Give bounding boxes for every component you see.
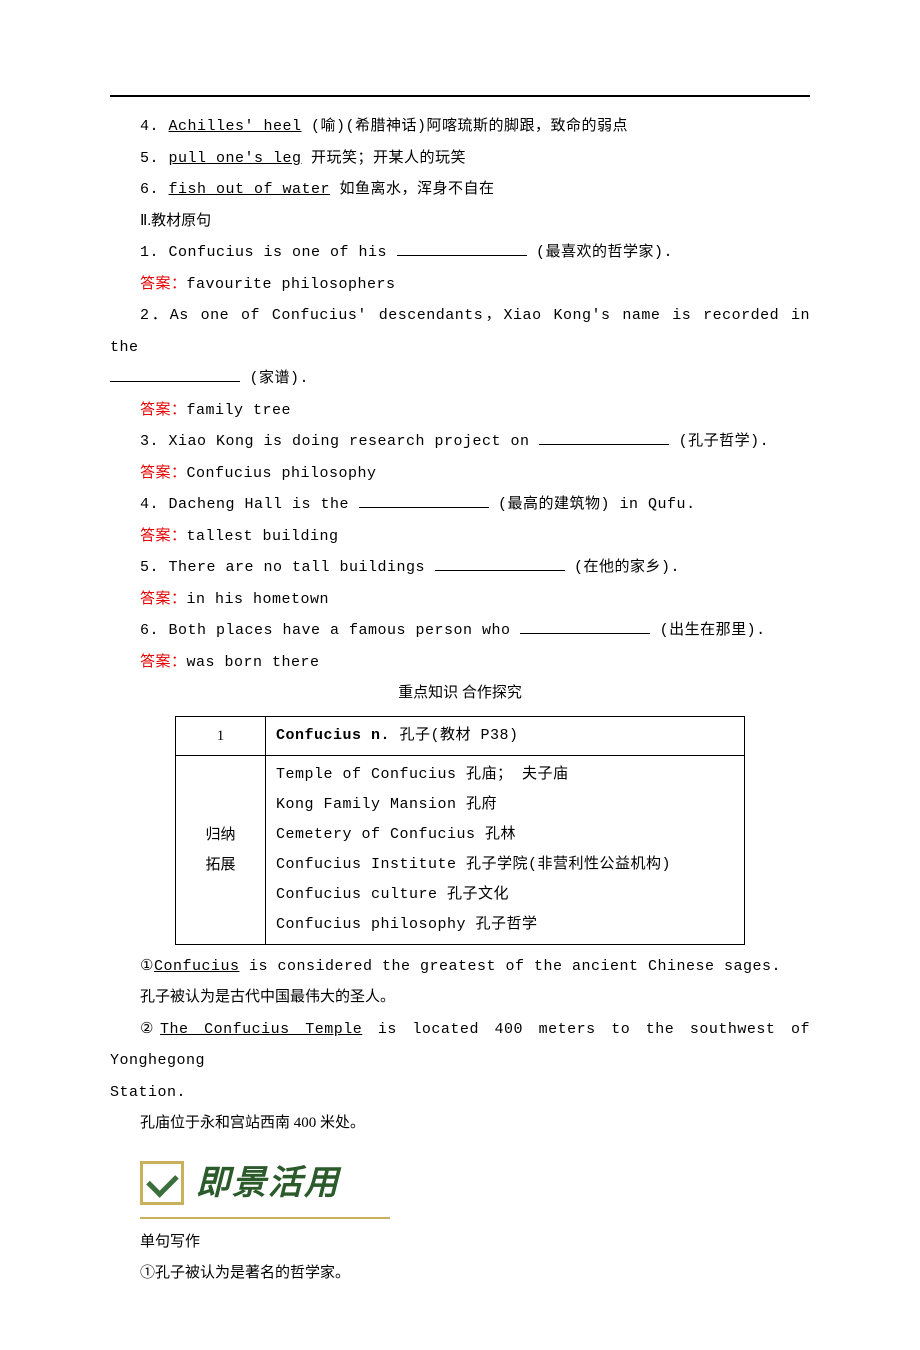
table-content: Temple of Confucius 孔庙； 夫子庙Kong Family M… — [266, 755, 745, 944]
example-underline: The Confucius Temple — [160, 1021, 362, 1038]
example-underline: Confucius — [154, 958, 240, 975]
example-zh: 孔庙位于永和宫站西南 400 米处。 — [110, 1108, 810, 1140]
example-en: ②The Confucius Temple is located 400 met… — [110, 1014, 810, 1077]
answer-label: 答案： — [140, 591, 187, 608]
answer-label: 答案： — [140, 276, 187, 293]
fill-blank — [359, 493, 489, 508]
table-side-label: 归纳 拓展 — [176, 755, 266, 944]
section-main-title: 重点知识 合作探究 — [110, 678, 810, 710]
top-rule — [110, 95, 810, 97]
table-body-row: 归纳 拓展 Temple of Confucius 孔庙； 夫子庙Kong Fa… — [176, 755, 745, 944]
table-content-line: Confucius Institute 孔子学院(非营利性公益机构) — [276, 850, 734, 880]
answer-label: 答案： — [140, 402, 187, 419]
table-content-line: Confucius culture 孔子文化 — [276, 880, 734, 910]
practice-banner: 即景活用 — [140, 1148, 810, 1219]
table-content-line: Cemetery of Confucius 孔林 — [276, 820, 734, 850]
exercise-item1: ①孔子被认为是著名的哲学家。 — [110, 1258, 810, 1290]
table-header-row: 1 Confucius n. 孔子(教材 P38) — [176, 716, 745, 755]
vocab-def: (喻)(希腊神话)阿喀琉斯的脚跟，致命的弱点 — [302, 118, 629, 135]
fill-item: 2．As one of Confucius' descendants，Xiao … — [110, 300, 810, 363]
vocab-item: 4. Achilles' heel (喻)(希腊神话)阿喀琉斯的脚跟，致命的弱点 — [110, 111, 810, 143]
table-header-term: Confucius n. — [276, 727, 400, 744]
examples-list: ①Confucius is considered the greatest of… — [110, 951, 810, 1140]
table-content-line: Kong Family Mansion 孔府 — [276, 790, 734, 820]
banner-text: 即景活用 — [196, 1148, 340, 1219]
table-content-line: Confucius philosophy 孔子哲学 — [276, 910, 734, 940]
answer-label: 答案： — [140, 528, 187, 545]
fill-item: 3. Xiao Kong is doing research project o… — [110, 426, 810, 458]
fill-answer: 答案：favourite philosophers — [110, 269, 810, 301]
fill-blank — [110, 367, 240, 382]
fill-item: 1. Confucius is one of his (最喜欢的哲学家). — [110, 237, 810, 269]
confucius-table: 1 Confucius n. 孔子(教材 P38) 归纳 拓展 Temple o… — [175, 716, 745, 945]
example-zh: 孔子被认为是古代中国最伟大的圣人。 — [110, 982, 810, 1014]
vocab-term: fish out of water — [169, 181, 331, 198]
fill-answer: 答案：family tree — [110, 395, 810, 427]
vocab-item: 5. pull one's leg 开玩笑；开某人的玩笑 — [110, 143, 810, 175]
fill-item: 4. Dacheng Hall is the (最高的建筑物) in Qufu. — [110, 489, 810, 521]
example-en-cont: Station. — [110, 1077, 810, 1109]
fill-list: 1. Confucius is one of his (最喜欢的哲学家).答案：… — [110, 237, 810, 678]
fill-blank — [435, 556, 565, 571]
fill-item: 5. There are no tall buildings (在他的家乡). — [110, 552, 810, 584]
table-header-num: 1 — [176, 716, 266, 755]
fill-blank — [539, 430, 669, 445]
fill-answer: 答案：in his hometown — [110, 584, 810, 616]
answer-label: 答案： — [140, 465, 187, 482]
vocab-def: 开玩笑；开某人的玩笑 — [302, 150, 467, 167]
table-content-line: Temple of Confucius 孔庙； 夫子庙 — [276, 760, 734, 790]
fill-answer: 答案：tallest building — [110, 521, 810, 553]
example-en: ①Confucius is considered the greatest of… — [110, 951, 810, 983]
vocab-term: Achilles' heel — [169, 118, 302, 135]
side-label-top: 归纳 — [205, 827, 235, 843]
table-header-title: Confucius n. 孔子(教材 P38) — [266, 716, 745, 755]
checkbox-icon — [140, 1161, 184, 1205]
fill-item-cont: (家谱). — [110, 363, 810, 395]
fill-answer: 答案：was born there — [110, 647, 810, 679]
vocab-def: 如鱼离水，浑身不自在 — [330, 181, 495, 198]
table-header-rest: 孔子(教材 P38) — [400, 727, 519, 744]
vocab-list: 4. Achilles' heel (喻)(希腊神话)阿喀琉斯的脚跟，致命的弱点… — [110, 111, 810, 206]
exercise-heading: 单句写作 — [110, 1227, 810, 1259]
vocab-item: 6. fish out of water 如鱼离水，浑身不自在 — [110, 174, 810, 206]
vocab-term: pull one's leg — [169, 150, 302, 167]
fill-answer: 答案：Confucius philosophy — [110, 458, 810, 490]
fill-blank — [520, 619, 650, 634]
section2-title: Ⅱ.教材原句 — [110, 206, 810, 238]
answer-label: 答案： — [140, 654, 187, 671]
side-label-bottom: 拓展 — [205, 857, 235, 873]
fill-blank — [397, 241, 527, 256]
fill-item: 6. Both places have a famous person who … — [110, 615, 810, 647]
